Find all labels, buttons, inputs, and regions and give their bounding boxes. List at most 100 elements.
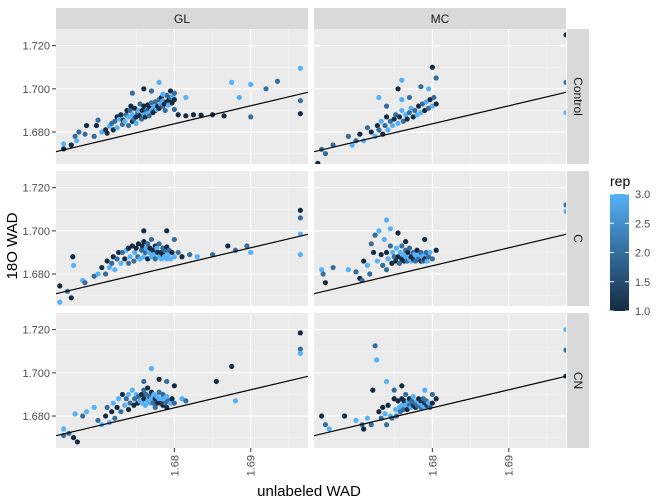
panel-c-gl <box>56 171 308 306</box>
data-point <box>424 258 430 264</box>
row-strip-control <box>567 29 589 164</box>
panel-control-mc <box>314 29 566 164</box>
data-point <box>425 400 432 406</box>
reference-line <box>56 375 308 437</box>
y-tick-label: 1.680 <box>22 269 50 281</box>
data-point <box>422 236 428 243</box>
reference-line <box>314 91 566 153</box>
data-point <box>70 254 76 260</box>
data-point <box>563 347 566 353</box>
data-point <box>431 94 437 101</box>
panel-background <box>56 171 308 306</box>
points-group <box>57 207 303 305</box>
data-point <box>114 404 120 410</box>
data-point <box>171 254 177 260</box>
data-point <box>141 239 147 245</box>
data-point <box>150 400 156 406</box>
panel-background <box>314 171 566 306</box>
data-point <box>148 236 155 243</box>
legend-ticks: 1.0 1.5 2.0 2.5 3.0 <box>610 189 650 318</box>
data-point <box>385 402 391 408</box>
data-point <box>194 254 200 260</box>
data-point <box>141 228 147 234</box>
data-point <box>167 256 174 262</box>
data-point <box>57 299 63 305</box>
data-point <box>297 111 303 117</box>
data-point <box>183 113 189 119</box>
data-point <box>361 426 367 432</box>
data-point <box>112 415 118 421</box>
data-point <box>414 112 420 118</box>
data-point <box>132 249 138 256</box>
y-tick-label: 1.700 <box>22 84 50 96</box>
data-point <box>183 94 189 101</box>
data-point <box>70 262 77 268</box>
data-point <box>236 94 242 101</box>
data-point <box>368 241 374 247</box>
y-tick-label: 1.720 <box>22 41 50 53</box>
data-point <box>164 256 170 262</box>
data-point <box>433 101 439 107</box>
data-point <box>425 86 432 92</box>
data-point <box>376 127 382 133</box>
data-point <box>410 393 416 400</box>
data-point <box>390 249 396 256</box>
data-point <box>72 133 78 139</box>
data-point <box>297 215 303 221</box>
data-point <box>396 260 403 266</box>
data-point <box>319 413 325 419</box>
data-point <box>376 409 382 415</box>
data-point <box>374 357 380 363</box>
data-point <box>106 264 113 271</box>
data-point <box>418 109 424 116</box>
data-point <box>229 79 235 85</box>
panel-control-gl <box>56 29 308 164</box>
y-tick-label: 1.720 <box>22 183 50 195</box>
data-point <box>110 400 116 406</box>
data-point <box>322 151 329 157</box>
data-point <box>135 107 142 114</box>
data-point <box>393 245 400 251</box>
panel-cn-mc <box>314 313 566 448</box>
data-point <box>82 131 88 137</box>
data-point <box>142 402 148 408</box>
data-point <box>138 391 145 398</box>
data-point <box>141 396 147 402</box>
data-point <box>395 398 401 404</box>
data-point <box>404 116 410 122</box>
data-point <box>141 378 147 385</box>
data-point <box>123 396 129 402</box>
data-point <box>399 243 405 249</box>
data-point <box>370 387 376 393</box>
row-strip-label: Control <box>571 77 585 116</box>
data-point <box>405 249 411 256</box>
data-point <box>364 415 371 421</box>
data-point <box>410 114 416 120</box>
data-point <box>429 103 435 109</box>
data-point <box>137 101 143 107</box>
data-point <box>425 105 432 111</box>
data-point <box>122 402 128 408</box>
data-point <box>61 141 67 147</box>
row-strip-c <box>567 171 589 306</box>
data-point <box>91 404 97 410</box>
data-point <box>400 406 406 413</box>
data-point <box>125 122 132 129</box>
data-point <box>95 271 101 277</box>
panel-background <box>56 29 308 164</box>
data-point <box>133 120 139 126</box>
data-point <box>129 243 135 249</box>
data-point <box>145 256 151 262</box>
data-point <box>320 271 326 277</box>
data-point <box>148 365 155 372</box>
data-point <box>118 260 124 266</box>
data-point <box>385 256 391 262</box>
data-point <box>376 228 382 234</box>
data-point <box>125 245 132 251</box>
data-point <box>171 236 177 243</box>
points-group <box>319 202 566 286</box>
data-point <box>418 249 424 256</box>
legend-tick-label: 1.0 <box>635 306 650 318</box>
data-point <box>167 400 174 406</box>
data-point <box>141 387 147 393</box>
